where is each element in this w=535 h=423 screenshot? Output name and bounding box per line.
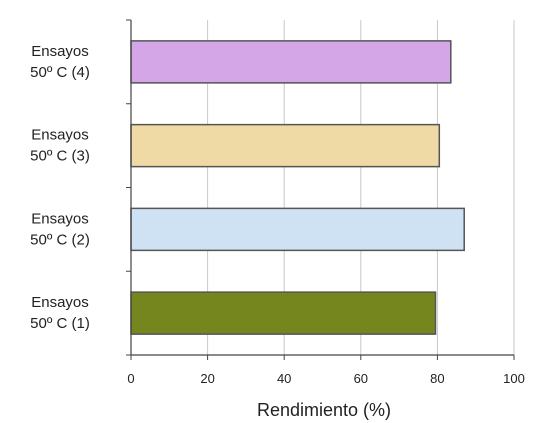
- category-label-line: Ensayos: [31, 127, 89, 144]
- x-tick-labels: 0 20 40 60 80 100: [127, 371, 524, 386]
- x-axis-title: Rendimiento (%): [257, 400, 391, 420]
- category-label: Ensayos 50º C (2): [30, 210, 90, 248]
- x-tick-label: 20: [200, 371, 214, 386]
- category-label-line: Ensayos: [31, 210, 89, 227]
- category-label: Ensayos 50º C (3): [30, 127, 90, 165]
- category-label-line: 50º C (4): [30, 64, 90, 81]
- x-tick-label: 60: [354, 371, 368, 386]
- axes-group: [126, 19, 515, 360]
- category-labels: Ensayos 50º C (4) Ensayos 50º C (3) Ensayos 5…: [30, 43, 90, 332]
- x-tick-label: 40: [277, 371, 291, 386]
- bar-4: [130, 291, 437, 335]
- category-label: Ensayos 50º C (4): [30, 43, 90, 81]
- category-label-line: Ensayos: [31, 294, 89, 311]
- category-label-line: Ensayos: [31, 43, 89, 60]
- category-label-line: 50º C (3): [30, 148, 90, 165]
- category-label-line: 50º C (1): [30, 315, 90, 332]
- bar-3: [130, 207, 465, 252]
- x-tick-label: 100: [503, 371, 525, 386]
- bar-2: [130, 123, 441, 168]
- x-tick-label: 0: [127, 371, 134, 386]
- category-label: Ensayos 50º C (1): [30, 294, 90, 332]
- x-tick-label: 80: [430, 371, 444, 386]
- bars-group: [130, 40, 465, 335]
- category-label-line: 50º C (2): [30, 231, 90, 248]
- bar-1: [130, 40, 452, 84]
